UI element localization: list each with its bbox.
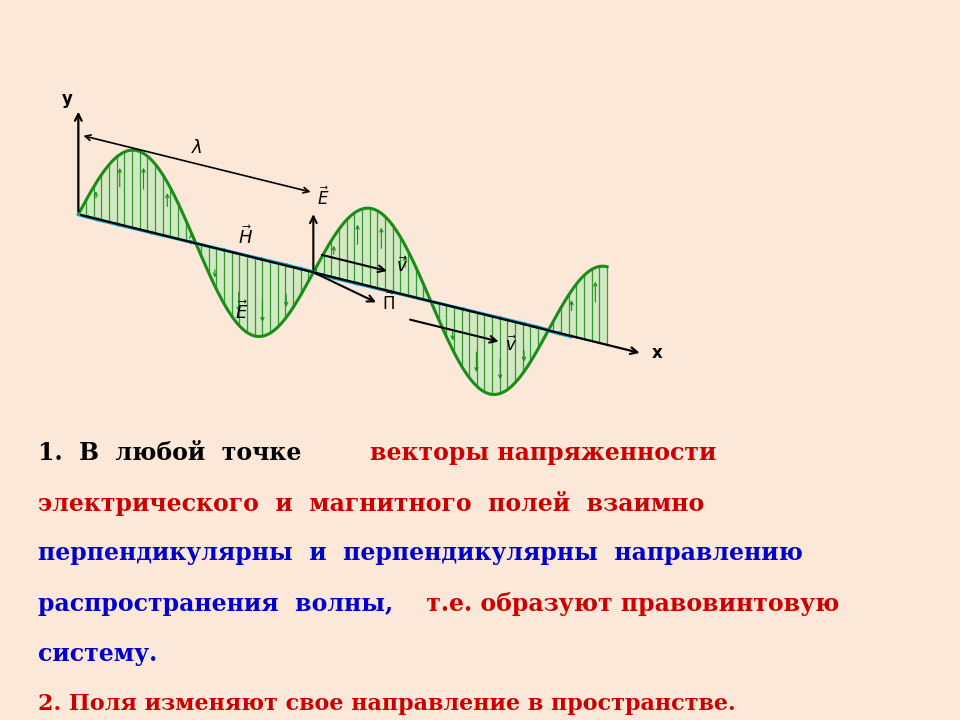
Text: т.е. образуют правовинтовую: т.е. образуют правовинтовую [418, 592, 839, 616]
Text: 2. Поля изменяют свое направление в пространстве.: 2. Поля изменяют свое направление в прос… [38, 693, 736, 715]
Text: распространения  волны,: распространения волны, [38, 592, 394, 616]
Polygon shape [313, 208, 430, 301]
Text: $\vec{v}$: $\vec{v}$ [505, 336, 516, 355]
Text: $\vec{\Pi}$: $\vec{\Pi}$ [382, 292, 396, 314]
Text: перпендикулярны  и  перпендикулярны  направлению: перпендикулярны и перпендикулярны направ… [38, 541, 804, 565]
Text: $\lambda$: $\lambda$ [191, 139, 203, 157]
Polygon shape [548, 330, 607, 345]
Text: электрического  и  магнитного  полей  взаимно: электрического и магнитного полей взаимн… [38, 491, 705, 516]
Polygon shape [548, 266, 607, 345]
Text: $\vec{E}$: $\vec{E}$ [317, 186, 329, 209]
Text: систему.: систему. [38, 642, 157, 666]
Text: x: x [652, 344, 663, 362]
Polygon shape [313, 272, 430, 301]
Polygon shape [195, 243, 314, 272]
Text: $\vec{H}$: $\vec{H}$ [238, 225, 253, 248]
Text: 1.  В  любой  точке: 1. В любой точке [38, 441, 319, 464]
Text: векторы напряженности: векторы напряженности [370, 441, 716, 464]
Polygon shape [78, 215, 196, 243]
Text: y: y [62, 90, 73, 108]
Text: $\vec{E}$: $\vec{E}$ [235, 300, 249, 323]
Polygon shape [430, 301, 548, 330]
Polygon shape [79, 150, 196, 243]
Text: $\vec{v}$: $\vec{v}$ [396, 256, 408, 276]
Polygon shape [430, 300, 548, 395]
Polygon shape [196, 243, 313, 336]
